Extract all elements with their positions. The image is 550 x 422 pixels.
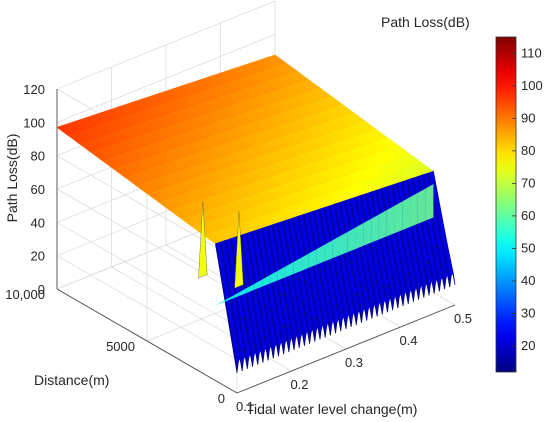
- surface-transition: [371, 214, 379, 243]
- z-tick-label: 0: [38, 282, 45, 297]
- surface-transition: [417, 188, 426, 224]
- surface-transition: [223, 296, 231, 303]
- axes-box: [56, 89, 456, 394]
- surface-transition: [238, 288, 247, 297]
- colorbar-tick-label: 90: [521, 110, 535, 125]
- y-axis-label: Distance(m): [34, 372, 109, 388]
- colorbar-tick-label: 60: [521, 208, 535, 223]
- surface-transition: [308, 249, 317, 268]
- z-axis-ticks: 0 20 40 60 80 100 120: [23, 82, 45, 297]
- surface-transition: [324, 240, 333, 262]
- colorbar-tick-label: 30: [521, 305, 535, 320]
- y-tick-label: 10,000: [5, 287, 45, 302]
- surface-transition: [363, 218, 372, 246]
- surface-transition: [269, 270, 278, 284]
- colorbar-label: Path Loss(dB): [381, 14, 470, 30]
- z-tick-label: 80: [31, 149, 45, 164]
- colorbar: 20 30 40 50 60 70 80 90 100 110: [495, 36, 543, 373]
- x-tick-label: 0.3: [345, 355, 363, 370]
- surface-transition: [386, 205, 395, 237]
- x-tick-label: 0.2: [290, 377, 308, 392]
- colorbar-tick-label: 20: [521, 338, 535, 353]
- colorbar-tick-label: 70: [521, 175, 535, 190]
- surface-oscillation: [431, 170, 456, 286]
- y-axis-line: [56, 288, 238, 394]
- surface-transition: [301, 253, 309, 271]
- surface-transition: [254, 279, 263, 290]
- surface-spike: [198, 201, 208, 279]
- x-axis-label: Tidal water level change(m): [246, 401, 417, 417]
- surface-transition: [339, 231, 348, 256]
- surface-transition: [215, 301, 224, 306]
- surface-transition: [277, 266, 286, 281]
- surface-transition: [285, 262, 294, 278]
- surface-transition: [316, 244, 325, 265]
- z-tick-label: 120: [23, 82, 45, 97]
- colorbar-gradient: [495, 36, 517, 373]
- z-axis-label: Path Loss(dB): [4, 134, 20, 223]
- colorbar-tick-label: 110: [521, 45, 542, 60]
- surface-transition: [347, 227, 356, 253]
- surface-transition: [410, 192, 418, 227]
- surface-transition: [230, 292, 239, 300]
- surface-transition: [394, 201, 403, 234]
- x-axis-ticks: 0.1 0.2 0.3 0.4 0.5: [236, 311, 472, 414]
- surface-transition: [355, 223, 364, 249]
- surface-spike: [234, 211, 244, 289]
- y-tick-label: 5000: [106, 339, 135, 354]
- z-tick-label: 40: [31, 215, 45, 230]
- colorbar-tick-label: 80: [521, 143, 535, 158]
- z-tick-label: 60: [31, 182, 45, 197]
- z-tick-label: 100: [23, 115, 45, 130]
- colorbar-tick-label: 100: [521, 78, 543, 93]
- surface-transition: [262, 275, 270, 287]
- colorbar-tick-label: 50: [521, 240, 535, 255]
- x-tick-label: 0.1: [236, 399, 254, 414]
- z-tick-label: 20: [31, 249, 45, 264]
- x-tick-label: 0.5: [454, 311, 472, 326]
- surface-plot: [56, 54, 456, 374]
- y-tick-label: 0: [218, 391, 225, 406]
- surface-transition: [425, 184, 434, 221]
- y-axis-ticks: 0 5000 10,000: [5, 287, 225, 406]
- x-tick-label: 0.4: [399, 333, 417, 348]
- surface-transition: [402, 197, 411, 231]
- surface-transition: [246, 283, 255, 293]
- surface-transition: [378, 210, 387, 240]
- surface-transition: [332, 236, 340, 259]
- colorbar-tick-label: 40: [521, 273, 535, 288]
- surface-transition: [293, 257, 302, 275]
- x-axis-line: [236, 304, 456, 394]
